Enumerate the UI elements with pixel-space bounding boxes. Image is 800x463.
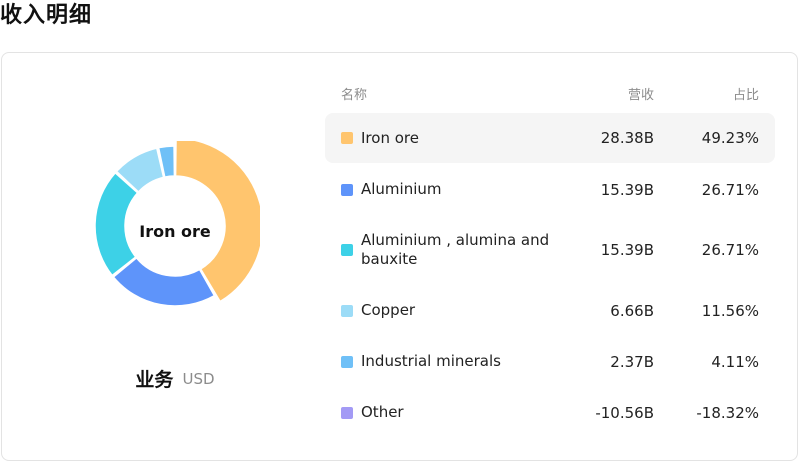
row-revenue: 28.38B bbox=[600, 129, 654, 147]
table-row[interactable]: Copper 6.66B 11.56% bbox=[325, 286, 775, 335]
row-share: 11.56% bbox=[701, 302, 759, 320]
header-revenue: 营收 bbox=[627, 88, 654, 103]
legend-swatch bbox=[341, 356, 353, 368]
segment-label: 业务 USD bbox=[40, 365, 310, 392]
row-revenue: 2.37B bbox=[610, 353, 654, 371]
donut-slice-iron-ore[interactable] bbox=[174, 141, 260, 303]
row-revenue: 15.39B bbox=[600, 181, 654, 199]
table-header: 名称 营收 占比 bbox=[325, 84, 775, 108]
row-name: Copper bbox=[361, 301, 416, 319]
donut-slice-industrial-minerals[interactable] bbox=[157, 145, 176, 178]
donut-center-label: Iron ore bbox=[139, 222, 211, 241]
row-revenue: 15.39B bbox=[600, 241, 654, 259]
row-name: Industrial minerals bbox=[361, 352, 501, 370]
legend-swatch bbox=[341, 244, 353, 256]
donut-slice-aluminium-alumina-and-bauxite[interactable] bbox=[94, 171, 139, 277]
row-revenue: -10.56B bbox=[595, 404, 654, 422]
row-revenue: 6.66B bbox=[610, 302, 654, 320]
legend-swatch bbox=[341, 184, 353, 196]
row-share: 26.71% bbox=[701, 181, 759, 199]
table-row[interactable]: Iron ore 28.38B 49.23% bbox=[325, 113, 775, 163]
table-row[interactable]: Industrial minerals 2.37B 4.11% bbox=[325, 337, 775, 386]
row-name: Other bbox=[361, 403, 404, 421]
legend-swatch bbox=[341, 305, 353, 317]
row-share: 4.11% bbox=[711, 353, 759, 371]
header-share: 占比 bbox=[732, 88, 759, 103]
page-title: 收入明细 bbox=[0, 3, 93, 28]
header-name: 名称 bbox=[341, 88, 368, 103]
donut-chart bbox=[94, 141, 260, 307]
currency-unit: USD bbox=[182, 369, 215, 388]
table-row[interactable]: Aluminium 15.39B 26.71% bbox=[325, 165, 775, 214]
row-name: Aluminium bbox=[361, 180, 442, 198]
donut-slice-copper[interactable] bbox=[115, 147, 165, 193]
row-share: 26.71% bbox=[701, 241, 759, 259]
row-name: Iron ore bbox=[361, 129, 419, 147]
legend-swatch bbox=[341, 132, 353, 144]
row-share: 49.23% bbox=[701, 129, 759, 147]
row-share: -18.32% bbox=[696, 404, 759, 422]
legend-swatch bbox=[341, 407, 353, 419]
table-row[interactable]: Aluminium , alumina and bauxite 15.39B 2… bbox=[325, 216, 775, 284]
table-row[interactable]: Other -10.56B -18.32% bbox=[325, 388, 775, 437]
donut-slice-aluminium[interactable] bbox=[112, 256, 216, 307]
segment-name: 业务 bbox=[135, 369, 174, 391]
row-name: Aluminium , alumina and bauxite bbox=[361, 231, 550, 268]
